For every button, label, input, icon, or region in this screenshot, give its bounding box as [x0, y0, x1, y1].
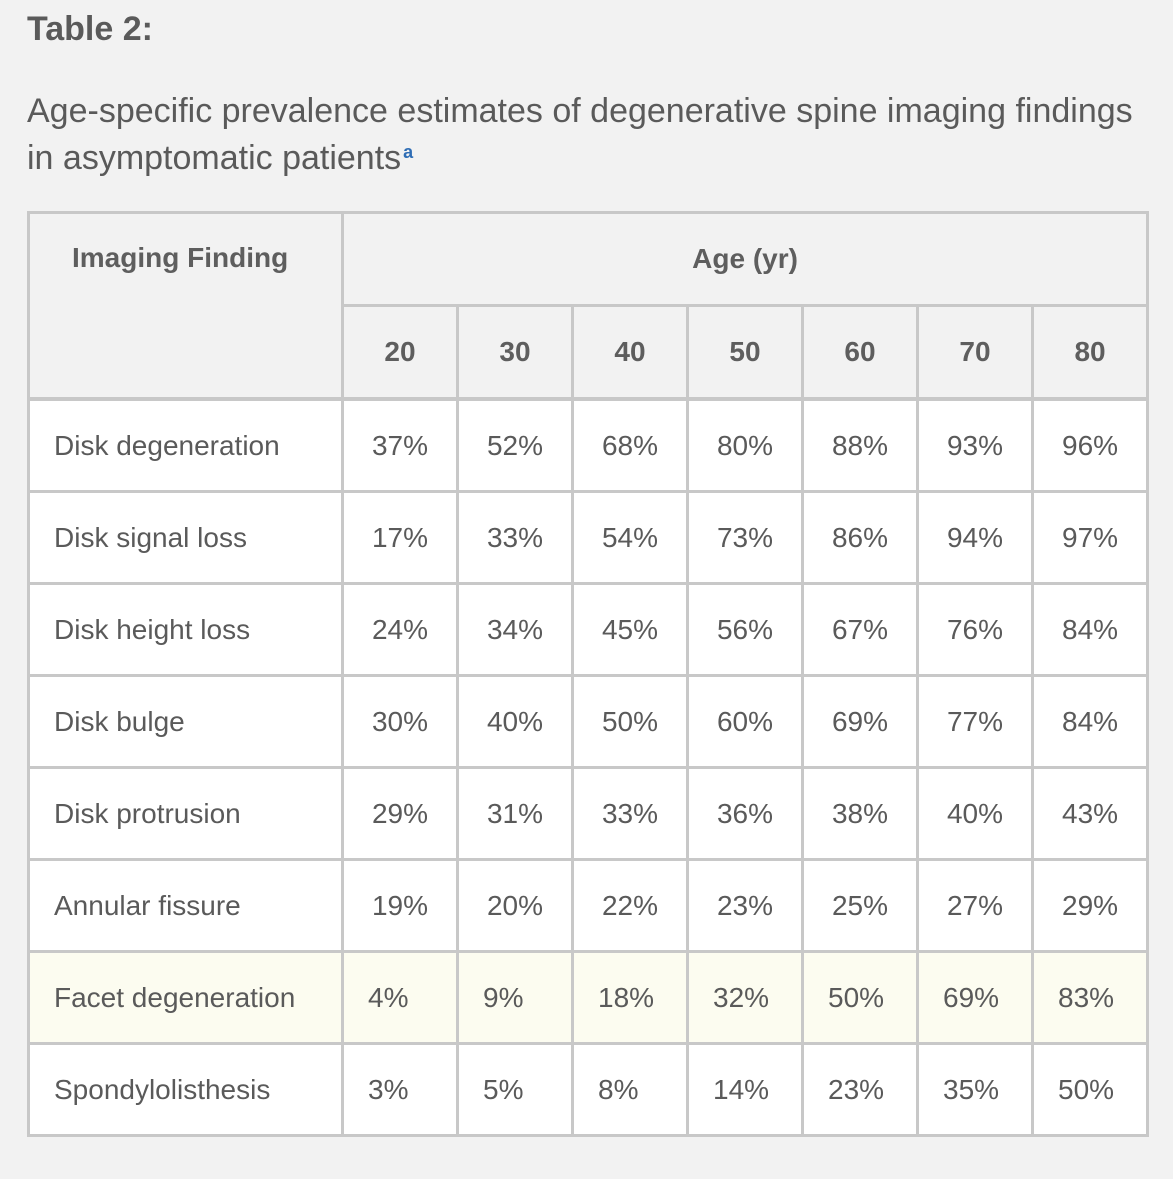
row-finding-label: Disk signal loss: [27, 490, 344, 585]
row-finding-label: Facet degeneration: [27, 950, 344, 1045]
table-cell: 4%: [341, 950, 459, 1045]
footnote-link[interactable]: a: [403, 142, 414, 162]
table-cell: 60%: [686, 674, 804, 769]
table-cell: 67%: [801, 582, 919, 677]
table-cell: 30%: [341, 674, 459, 769]
table-cell: 5%: [456, 1042, 574, 1137]
table-cell: 84%: [1030, 674, 1150, 769]
table-row-highlighted: Facet degeneration 4% 9% 18% 32% 50% 69%…: [27, 950, 1150, 1045]
table-cell: 54%: [571, 490, 689, 585]
row-finding-label: Spondylolisthesis: [27, 1042, 344, 1137]
table-cell: 69%: [916, 950, 1034, 1045]
table-row: Annular fissure 19% 20% 22% 23% 25% 27% …: [27, 858, 1150, 953]
table-cell: 40%: [456, 674, 574, 769]
table-cell: 14%: [686, 1042, 804, 1137]
table-cell: 18%: [571, 950, 689, 1045]
table-cell: 76%: [916, 582, 1034, 677]
table-cell: 29%: [341, 766, 459, 861]
age-header-60: 60: [801, 304, 919, 401]
table-cell: 43%: [1030, 766, 1150, 861]
table-cell: 3%: [341, 1042, 459, 1137]
age-header-70: 70: [916, 304, 1034, 401]
table-cell: 17%: [341, 490, 459, 585]
column-header-imaging-finding: Imaging Finding: [27, 211, 344, 401]
table-cell: 69%: [801, 674, 919, 769]
age-header-40: 40: [571, 304, 689, 401]
table-cell: 8%: [571, 1042, 689, 1137]
table-row: Disk height loss 24% 34% 45% 56% 67% 76%…: [27, 582, 1150, 677]
table-cell: 29%: [1030, 858, 1150, 953]
table-cell: 20%: [456, 858, 574, 953]
table-cell: 73%: [686, 490, 804, 585]
table-cell: 96%: [1030, 397, 1150, 493]
table-cell: 25%: [801, 858, 919, 953]
table-cell: 56%: [686, 582, 804, 677]
age-header-20: 20: [341, 304, 459, 401]
age-header-80: 80: [1030, 304, 1150, 401]
table-cell: 35%: [916, 1042, 1034, 1137]
age-header-50: 50: [686, 304, 804, 401]
caption-text: Age-specific prevalence estimates of deg…: [27, 92, 1133, 177]
table-cell: 37%: [341, 397, 459, 493]
table-cell: 36%: [686, 766, 804, 861]
table-cell: 9%: [456, 950, 574, 1045]
table-row: Disk protrusion 29% 31% 33% 36% 38% 40% …: [27, 766, 1150, 861]
table-cell: 22%: [571, 858, 689, 953]
table-row: Disk degeneration 37% 52% 68% 80% 88% 93…: [27, 397, 1150, 493]
table-cell: 68%: [571, 397, 689, 493]
table-cell: 83%: [1030, 950, 1150, 1045]
column-header-age: Age (yr): [340, 211, 1150, 307]
table-cell: 27%: [916, 858, 1034, 953]
age-header-30: 30: [456, 304, 574, 401]
table-cell: 33%: [456, 490, 574, 585]
prevalence-table: Imaging Finding Age (yr) 20 30 40 50 60 …: [27, 211, 1150, 1137]
row-finding-label: Disk degeneration: [27, 397, 344, 493]
table-cell: 23%: [801, 1042, 919, 1137]
table-cell: 33%: [571, 766, 689, 861]
table-cell: 32%: [686, 950, 804, 1045]
table-cell: 88%: [801, 397, 919, 493]
table-cell: 34%: [456, 582, 574, 677]
table-label: Table 2:: [27, 10, 153, 48]
table-cell: 45%: [571, 582, 689, 677]
header-row-top: Imaging Finding Age (yr): [27, 211, 1150, 401]
table-cell: 24%: [341, 582, 459, 677]
table-cell: 50%: [1030, 1042, 1150, 1137]
row-finding-label: Annular fissure: [27, 858, 344, 953]
table-cell: 77%: [916, 674, 1034, 769]
table-caption: Age-specific prevalence estimates of deg…: [27, 88, 1137, 182]
table-row: Spondylolisthesis 3% 5% 8% 14% 23% 35% 5…: [27, 1042, 1150, 1137]
table-cell: 38%: [801, 766, 919, 861]
table-cell: 50%: [571, 674, 689, 769]
table-cell: 31%: [456, 766, 574, 861]
table-cell: 23%: [686, 858, 804, 953]
table-cell: 40%: [916, 766, 1034, 861]
table-cell: 84%: [1030, 582, 1150, 677]
table-row: Disk signal loss 17% 33% 54% 73% 86% 94%…: [27, 490, 1150, 585]
row-finding-label: Disk height loss: [27, 582, 344, 677]
row-finding-label: Disk protrusion: [27, 766, 344, 861]
header-row-ages: 20 30 40 50 60 70 80: [29, 304, 1150, 401]
table-cell: 50%: [801, 950, 919, 1045]
table-cell: 86%: [801, 490, 919, 585]
table-cell: 97%: [1030, 490, 1150, 585]
table-row: Disk bulge 30% 40% 50% 60% 69% 77% 84%: [27, 674, 1150, 769]
table-cell: 19%: [341, 858, 459, 953]
table-cell: 93%: [916, 397, 1034, 493]
table-cell: 52%: [456, 397, 574, 493]
table-cell: 94%: [916, 490, 1034, 585]
row-finding-label: Disk bulge: [27, 674, 344, 769]
table-cell: 80%: [686, 397, 804, 493]
